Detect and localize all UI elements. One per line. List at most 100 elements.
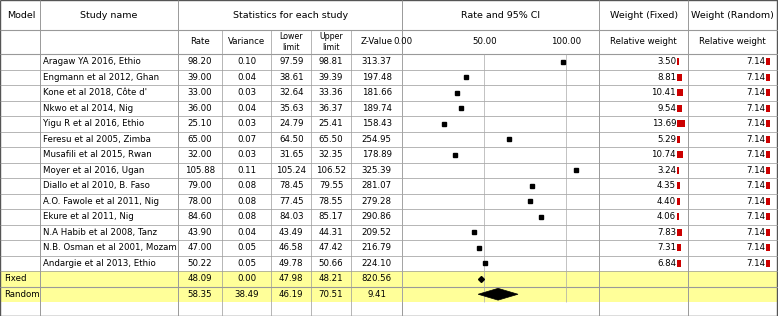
Text: 106.52: 106.52 [316,166,346,175]
Text: Rate and 95% CI: Rate and 95% CI [461,10,541,20]
Text: 0.03: 0.03 [237,119,257,128]
Text: 0.11: 0.11 [237,166,257,175]
Bar [677,198,679,204]
Text: 78.45: 78.45 [279,181,303,190]
Text: 79.55: 79.55 [319,181,343,190]
Text: 7.14: 7.14 [746,166,765,175]
Text: 5.29: 5.29 [657,135,676,144]
Text: 38.49: 38.49 [234,290,259,299]
Text: 0.05: 0.05 [237,243,257,252]
Bar [766,58,770,65]
Bar [766,136,770,143]
Text: Study name: Study name [80,10,138,20]
Polygon shape [478,289,518,300]
Text: 0.00: 0.00 [393,38,412,46]
Text: 48.21: 48.21 [319,274,343,283]
Bar [766,167,770,173]
Text: 46.58: 46.58 [279,243,303,252]
Bar [677,89,683,96]
Bar [766,151,770,158]
Text: 178.89: 178.89 [362,150,391,159]
Text: 50.00: 50.00 [472,38,496,46]
Text: 254.95: 254.95 [362,135,391,144]
Text: 98.20: 98.20 [187,57,212,66]
Text: 64.50: 64.50 [279,135,303,144]
Text: Upper
limit: Upper limit [319,32,343,52]
Text: 7.14: 7.14 [746,135,765,144]
Text: 181.66: 181.66 [362,88,392,97]
Text: 4.06: 4.06 [657,212,676,221]
Text: 325.39: 325.39 [362,166,391,175]
Text: 7.14: 7.14 [746,73,765,82]
Text: 7.14: 7.14 [746,197,765,206]
Text: 39.39: 39.39 [319,73,343,82]
Text: 7.14: 7.14 [746,150,765,159]
Text: 0.08: 0.08 [237,197,257,206]
Text: A.O. Fawole et al 2011, Nig: A.O. Fawole et al 2011, Nig [43,197,159,206]
Text: 84.60: 84.60 [187,212,212,221]
Text: 0.00: 0.00 [237,274,257,283]
Text: 189.74: 189.74 [362,104,391,113]
Bar [766,89,770,96]
Text: 78.55: 78.55 [319,197,343,206]
Text: 43.49: 43.49 [279,228,303,237]
Text: 0.04: 0.04 [237,228,257,237]
Text: 33.36: 33.36 [319,88,343,97]
Text: 7.31: 7.31 [657,243,676,252]
Text: Feresu et al 2005, Zimba: Feresu et al 2005, Zimba [43,135,150,144]
Text: 8.81: 8.81 [657,73,676,82]
Text: 24.79: 24.79 [279,119,303,128]
Bar [677,136,680,143]
Text: 7.83: 7.83 [657,228,676,237]
Text: 7.14: 7.14 [746,228,765,237]
Text: 0.10: 0.10 [237,57,257,66]
Text: 50.66: 50.66 [319,259,343,268]
Bar [766,105,770,112]
Text: 58.35: 58.35 [187,290,212,299]
Text: Weight (Fixed): Weight (Fixed) [609,10,678,20]
Text: Yigu R et al 2016, Ethio: Yigu R et al 2016, Ethio [43,119,144,128]
Text: 105.24: 105.24 [276,166,307,175]
Text: 13.69: 13.69 [651,119,676,128]
Text: 3.24: 3.24 [657,166,676,175]
Text: 0.07: 0.07 [237,135,257,144]
Text: 36.37: 36.37 [319,104,343,113]
Text: 105.88: 105.88 [185,166,215,175]
Text: 3.50: 3.50 [657,57,676,66]
Text: 47.42: 47.42 [319,243,343,252]
Text: 209.52: 209.52 [362,228,391,237]
Text: 84.03: 84.03 [279,212,303,221]
Text: Weight (Random): Weight (Random) [691,10,774,20]
Text: 279.28: 279.28 [362,197,391,206]
Text: 85.17: 85.17 [319,212,343,221]
Bar [677,183,679,189]
Text: 79.00: 79.00 [187,181,212,190]
Text: Engmann et al 2012, Ghan: Engmann et al 2012, Ghan [43,73,159,82]
Text: 77.45: 77.45 [279,197,303,206]
Text: 0.04: 0.04 [237,73,257,82]
Bar [677,167,679,173]
Bar [677,229,682,235]
Text: 0.03: 0.03 [237,150,257,159]
Text: Z-Value: Z-Value [361,38,393,46]
Bar [677,245,682,251]
Text: 290.86: 290.86 [362,212,391,221]
Text: 0.08: 0.08 [237,181,257,190]
Text: 7.14: 7.14 [746,243,765,252]
Bar [677,260,681,266]
Text: Random: Random [4,290,40,299]
Text: 65.00: 65.00 [187,135,212,144]
Text: 7.14: 7.14 [746,104,765,113]
Text: 32.35: 32.35 [319,150,343,159]
Text: 36.00: 36.00 [187,104,212,113]
Text: Andargie et al 2013, Ethio: Andargie et al 2013, Ethio [43,259,156,268]
Text: 0.05: 0.05 [237,259,257,268]
Text: 10.74: 10.74 [651,150,676,159]
Text: 44.31: 44.31 [319,228,343,237]
Text: 313.37: 313.37 [362,57,392,66]
Text: Statistics for each study: Statistics for each study [233,10,348,20]
Bar [766,260,770,266]
Text: 281.07: 281.07 [362,181,392,190]
Text: 224.10: 224.10 [362,259,392,268]
Bar [766,229,770,235]
